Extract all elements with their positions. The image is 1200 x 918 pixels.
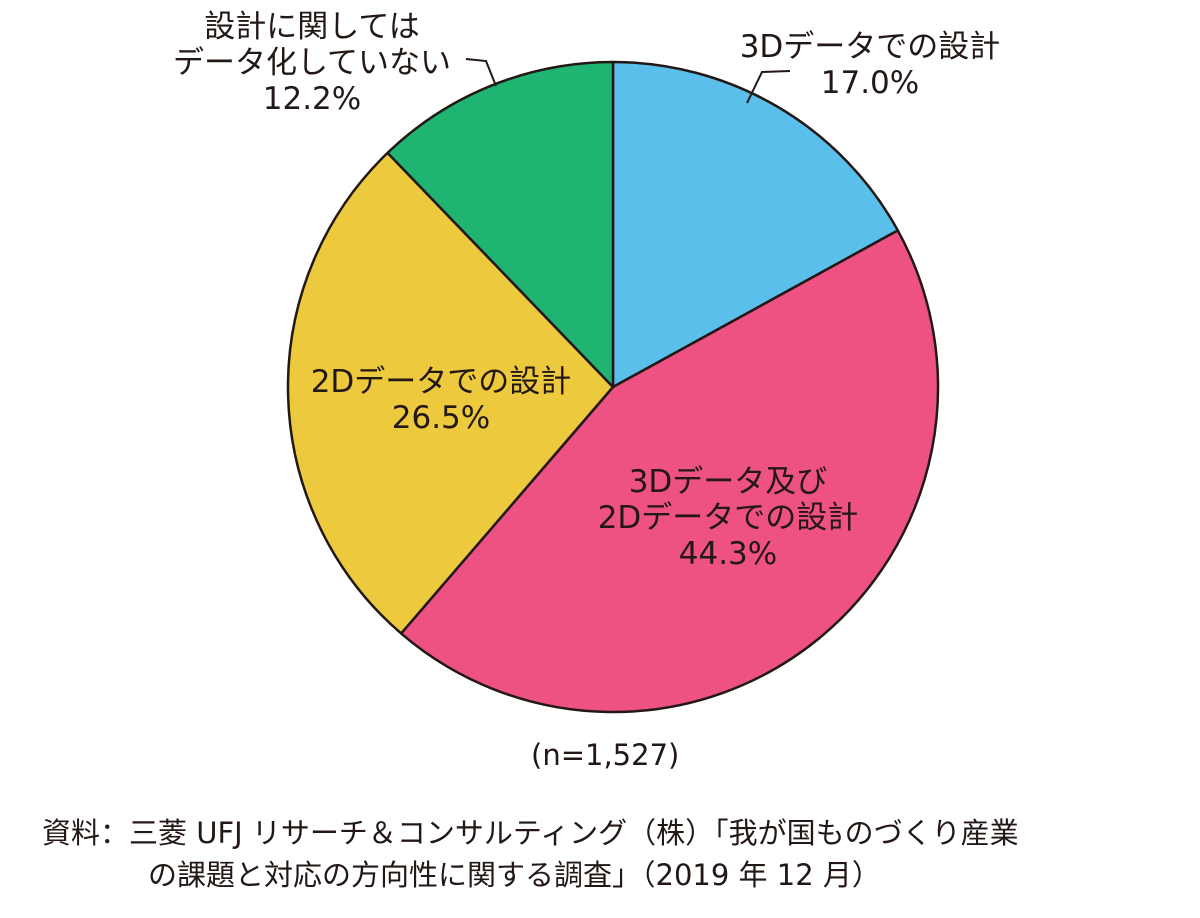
- pie-slice-1: [611, 60, 900, 389]
- slice-4-value-label: 12.2%: [263, 81, 361, 117]
- slice-2-label: 3Dデータ及び: [629, 464, 828, 500]
- slice-1-value-label: 17.0%: [821, 65, 919, 101]
- pie-slice-2: [399, 229, 940, 714]
- slice-3-value-label: 26.5%: [392, 400, 490, 436]
- slice-3-label: 2Dデータでの設計: [311, 364, 572, 400]
- slice-1-leader-line: [746, 70, 791, 104]
- slice-2-label: 2Dデータでの設計: [598, 500, 859, 536]
- leader-lines: [465, 58, 791, 104]
- slice-4-label: データ化していない: [173, 45, 451, 81]
- slice-4-label: 設計に関しては: [204, 9, 419, 45]
- slice-1-label: 3Dデータでの設計: [740, 29, 1001, 65]
- pie-slice-3: [286, 151, 615, 635]
- slice-2-value-label: 44.3%: [679, 536, 777, 572]
- source-line-2: の課題と対応の方向性に関する調査」（2019 年 12 月）: [148, 858, 881, 892]
- source-line-1: 資料：三菱 UFJ リサーチ＆コンサルティング（株）「我が国ものづくり産業: [42, 816, 1019, 850]
- slice-4-leader-line: [465, 58, 497, 87]
- pie-slices: [286, 60, 940, 714]
- sample-size-label: (n=1,527): [531, 738, 680, 772]
- pie-slice-4: [386, 60, 615, 389]
- slice-labels: 3Dデータでの設計17.0%3Dデータ及び2Dデータでの設計44.3%2Dデータ…: [173, 9, 1000, 572]
